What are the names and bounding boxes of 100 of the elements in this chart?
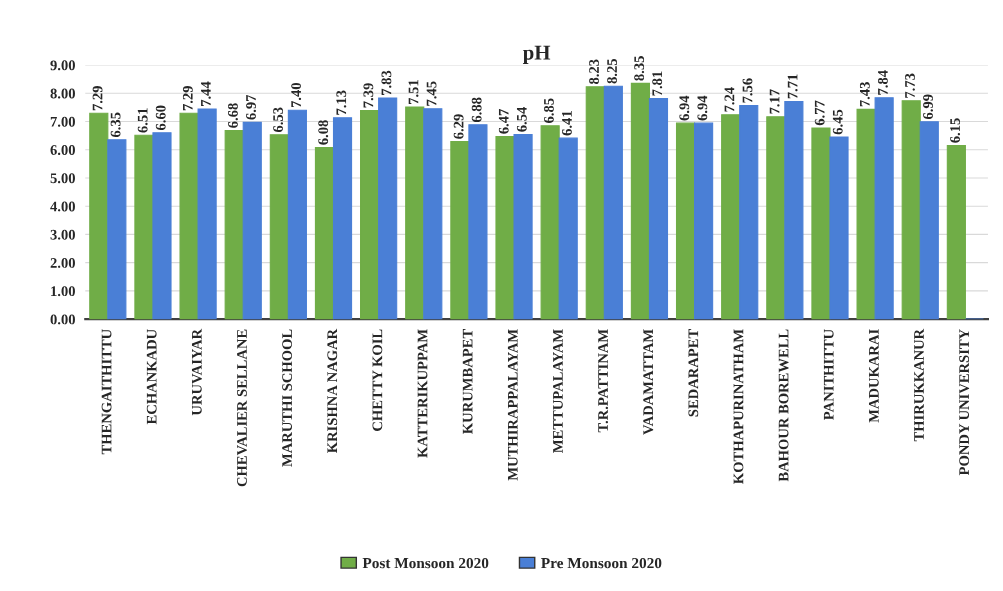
bar: [468, 124, 488, 320]
bar: [89, 112, 109, 320]
data-label: 6.88: [471, 97, 482, 123]
data-label: 6.94: [697, 95, 708, 121]
x-tick-label: URUVAIYAR: [191, 328, 202, 416]
data-label: 6.77: [814, 100, 825, 126]
data-label: 6.41: [562, 111, 572, 136]
bar: [856, 108, 876, 320]
data-label: 6.51: [137, 108, 148, 133]
data-label: 7.13: [336, 90, 347, 115]
bar: [694, 122, 714, 320]
bar: [269, 134, 289, 320]
y-tick-label: 2.00: [50, 258, 75, 268]
data-label: 7.40: [291, 82, 302, 108]
bar: [197, 108, 217, 320]
x-tick-label: PONDY UNIVERSITY: [959, 329, 970, 476]
bar: [558, 137, 578, 320]
legend-label: Post Monsoon 2020: [362, 557, 489, 569]
data-label: 6.85: [543, 98, 554, 123]
x-tick-label: BAHOUR BOREWELL: [778, 329, 789, 482]
y-tick-label: 4.00: [50, 201, 75, 212]
x-tick-label: PANITHITTU: [823, 329, 834, 420]
bar: [423, 108, 443, 320]
bar: [829, 136, 849, 320]
bar: [946, 144, 966, 320]
data-label: 6.54: [516, 106, 527, 132]
data-label: 7.29: [92, 86, 103, 111]
bar: [242, 121, 262, 320]
data-label: 6.53: [273, 107, 284, 132]
data-label: 7.83: [381, 70, 392, 95]
x-tick-label: KOTHAPURINATHAM: [733, 329, 744, 484]
data-label: 7.39: [363, 83, 374, 108]
bar: [513, 133, 533, 320]
bar: [766, 116, 786, 320]
data-label: 7.43: [859, 82, 870, 107]
x-tick-label: KURUMBAPET: [462, 329, 473, 434]
bar: [811, 127, 831, 320]
data-label: 6.29: [453, 114, 464, 139]
data-label: 6.99: [923, 94, 933, 120]
x-tick-label: THIRUKKANUR: [914, 328, 924, 442]
bar: [152, 132, 172, 320]
x-tick-label: ECHANKADU: [146, 329, 157, 425]
bar: [901, 100, 921, 320]
y-tick-label: 0.00: [50, 314, 75, 325]
data-label: 6.68: [228, 103, 238, 128]
data-label: 7.45: [426, 81, 437, 106]
data-label: 7.71: [787, 74, 798, 99]
data-label: 8.35: [634, 56, 645, 81]
data-label: 7.17: [769, 89, 780, 114]
bar: [585, 86, 605, 320]
data-label: 6.08: [318, 120, 329, 145]
bar: [648, 98, 669, 320]
x-tick-label: MADUKARAI: [869, 329, 879, 423]
data-label: 7.56: [742, 78, 753, 103]
data-label: 7.81: [652, 71, 663, 96]
data-label: 6.47: [498, 109, 509, 134]
data-label: 6.97: [246, 94, 256, 120]
bar: [495, 135, 515, 320]
data-label: 8.23: [589, 59, 599, 85]
data-label: 8.25: [607, 58, 618, 84]
data-label: 6.94: [679, 95, 690, 121]
data-label: 6.35: [110, 112, 121, 138]
chart-title: pH: [522, 45, 551, 64]
y-tick-label: 8.00: [50, 88, 75, 99]
bar: [540, 125, 560, 320]
bar: [134, 134, 154, 320]
data-label: 6.45: [832, 109, 843, 135]
x-tick-label: KRISHNA NAGAR: [327, 328, 338, 453]
bar: [784, 100, 804, 320]
bar: [224, 129, 244, 320]
x-tick-label: THENGAITHITTU: [101, 329, 112, 455]
x-tick-label: MARUTHI SCHOOL: [282, 329, 293, 467]
bar: [450, 140, 470, 320]
x-tick-label: MUTHIRAPPALAYAM: [507, 329, 518, 481]
data-label: 6.60: [155, 105, 166, 131]
data-label: 7.24: [724, 87, 735, 112]
bar: [405, 106, 425, 320]
bar: [721, 114, 741, 320]
bar: [360, 109, 380, 320]
x-tick-label: T.R.PATTINAM: [598, 329, 609, 433]
bar: [739, 105, 759, 320]
data-label: 6.15: [950, 118, 961, 143]
bar: [874, 97, 894, 320]
bar: [179, 112, 199, 320]
x-tick-label: KATTERIKUPPAM: [417, 329, 428, 458]
legend-label: Pre Monsoon 2020: [541, 557, 662, 569]
bar: [603, 85, 623, 320]
x-tick-label: VADAMATTAM: [643, 329, 654, 435]
data-label: 7.51: [408, 80, 419, 104]
data-label: 7.29: [182, 86, 193, 111]
y-tick-label: 7.00: [50, 116, 75, 127]
y-tick-label: 9.00: [50, 60, 75, 71]
data-label: 7.44: [201, 81, 211, 106]
x-tick-label: CHEVALIER SELLANE: [237, 329, 247, 487]
bar: [378, 97, 398, 320]
bar: [287, 109, 307, 320]
data-label: 7.73: [905, 73, 915, 98]
bar: [332, 117, 353, 320]
x-tick-label: CHETTY KOIL: [372, 329, 383, 431]
x-tick-label: SEDARAPET: [688, 329, 699, 417]
